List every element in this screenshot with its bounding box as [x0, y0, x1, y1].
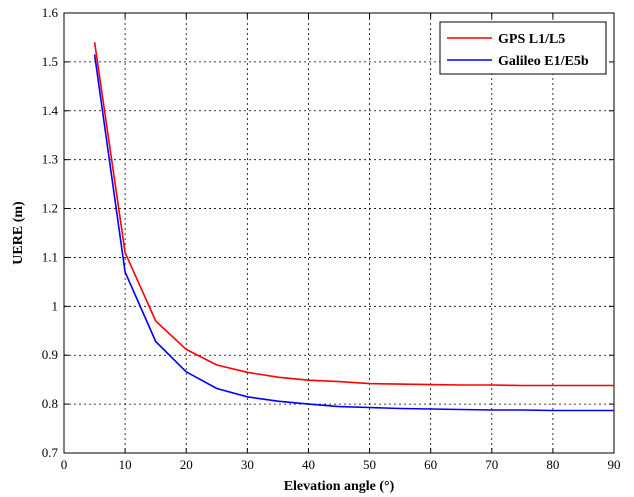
series-line-1: [93, 54, 614, 412]
x-tick-label: 70: [485, 457, 498, 472]
x-tick-label: 40: [302, 457, 315, 472]
x-tick-label: 90: [608, 457, 621, 472]
x-tick-label: 30: [241, 457, 254, 472]
legend: GPS L1/L5 Galileo E1/E5b: [439, 21, 607, 75]
plot-area-frame: [63, 12, 615, 454]
series-line-0: [93, 42, 614, 387]
y-tick-label: 0.7: [42, 445, 59, 460]
grid-lines: [64, 13, 614, 453]
axis-ticks: 0 10 20 30 40 50 60 70 80 90 0.7 0.8 0.9 1 1.1 1.2 1.3 1.…: [42, 5, 621, 472]
y-axis-label: UERE (m): [11, 201, 26, 265]
y-tick-label: 0.8: [42, 396, 58, 411]
legend-label-gps: GPS L1/L5: [498, 32, 565, 47]
y-tick-label: 0.9: [42, 347, 58, 362]
series-lines: [93, 42, 614, 412]
y-tick-label: 1: [52, 298, 59, 313]
x-axis-label: Elevation angle (°): [284, 479, 395, 494]
x-tick-label: 60: [424, 457, 437, 472]
x-tick-label: 80: [546, 457, 559, 472]
x-tick-label: 0: [61, 457, 68, 472]
legend-label-galileo: Galileo E1/E5b: [498, 54, 589, 69]
x-tick-label: 20: [180, 457, 193, 472]
x-tick-label: 50: [363, 457, 376, 472]
y-tick-label: 1.4: [42, 103, 59, 118]
y-tick-label: 1.3: [42, 152, 58, 167]
y-tick-label: 1.6: [42, 5, 59, 20]
y-tick-label: 1.2: [42, 201, 58, 216]
y-tick-label: 1.5: [42, 54, 58, 69]
x-tick-label: 10: [119, 457, 132, 472]
y-tick-label: 1.1: [42, 249, 58, 264]
legend-box: [439, 21, 607, 75]
